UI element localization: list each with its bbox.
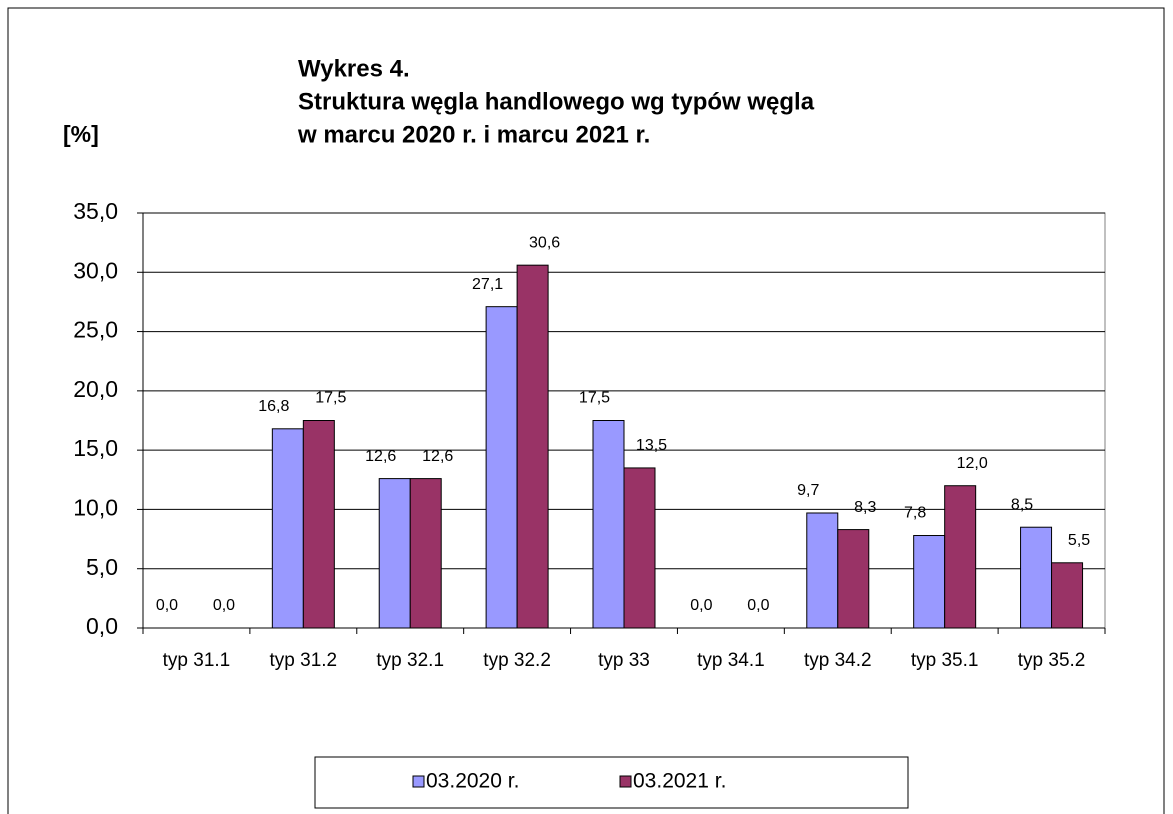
x-tick-label: typ 32.1 bbox=[376, 650, 444, 671]
value-label: 16,8 bbox=[258, 398, 289, 415]
value-label: 0,0 bbox=[156, 597, 178, 614]
y-tick-label: 5,0 bbox=[86, 554, 118, 580]
bar bbox=[271, 428, 304, 629]
chart-title: w marcu 2020 r. i marcu 2021 r. bbox=[297, 121, 650, 148]
bar bbox=[378, 478, 411, 629]
bar bbox=[944, 485, 977, 629]
bar bbox=[806, 512, 839, 629]
legend-swatch bbox=[619, 775, 632, 788]
y-tick-label: 20,0 bbox=[73, 376, 118, 402]
value-label: 12,0 bbox=[957, 455, 988, 472]
legend-swatch bbox=[412, 775, 425, 788]
value-label: 0,0 bbox=[747, 597, 769, 614]
x-tick-label: typ 34.1 bbox=[697, 650, 765, 671]
value-label: 12,6 bbox=[365, 448, 396, 465]
value-label: 0,0 bbox=[213, 597, 235, 614]
value-label: 17,5 bbox=[315, 390, 346, 407]
bar bbox=[837, 529, 870, 629]
bar bbox=[409, 478, 442, 629]
x-tick-label: typ 35.1 bbox=[911, 650, 979, 671]
x-tick-label: typ 32.2 bbox=[483, 650, 551, 671]
value-label: 27,1 bbox=[472, 276, 503, 293]
legend-label: 03.2020 r. bbox=[426, 770, 519, 793]
x-tick-label: typ 31.1 bbox=[163, 650, 231, 671]
legend bbox=[314, 756, 909, 809]
bar bbox=[913, 535, 946, 629]
legend-label: 03.2021 r. bbox=[633, 770, 726, 793]
value-label: 17,5 bbox=[579, 390, 610, 407]
y-tick-label: 25,0 bbox=[73, 317, 118, 343]
x-tick-label: typ 35.2 bbox=[1018, 650, 1086, 671]
bar bbox=[1051, 562, 1084, 629]
bar bbox=[516, 264, 549, 629]
value-label: 8,3 bbox=[854, 499, 876, 516]
y-tick-label: 10,0 bbox=[73, 495, 118, 521]
y-tick-label: 0,0 bbox=[86, 613, 118, 639]
x-tick-label: typ 33 bbox=[598, 650, 650, 671]
value-label: 13,5 bbox=[636, 437, 667, 454]
x-tick-label: typ 34.2 bbox=[804, 650, 872, 671]
y-axis-label: [%] bbox=[63, 121, 99, 147]
value-label: 30,6 bbox=[529, 234, 560, 251]
value-label: 5,5 bbox=[1068, 532, 1090, 549]
value-label: 12,6 bbox=[422, 448, 453, 465]
value-label: 0,0 bbox=[690, 597, 712, 614]
y-tick-label: 35,0 bbox=[73, 198, 118, 224]
value-label: 8,5 bbox=[1011, 496, 1033, 513]
y-tick-label: 30,0 bbox=[73, 257, 118, 283]
bar bbox=[1020, 526, 1053, 629]
bar bbox=[302, 420, 335, 629]
chart-border bbox=[7, 7, 1165, 814]
bar bbox=[592, 420, 625, 629]
value-label: 7,8 bbox=[904, 505, 926, 522]
x-tick-label: typ 31.2 bbox=[270, 650, 338, 671]
bar bbox=[623, 467, 656, 629]
chart-title: Struktura węgla handlowego wg typów węgl… bbox=[298, 88, 815, 115]
bar bbox=[485, 306, 518, 629]
value-label: 9,7 bbox=[797, 482, 819, 499]
y-tick-label: 15,0 bbox=[73, 435, 118, 461]
chart-title: Wykres 4. bbox=[298, 55, 410, 82]
